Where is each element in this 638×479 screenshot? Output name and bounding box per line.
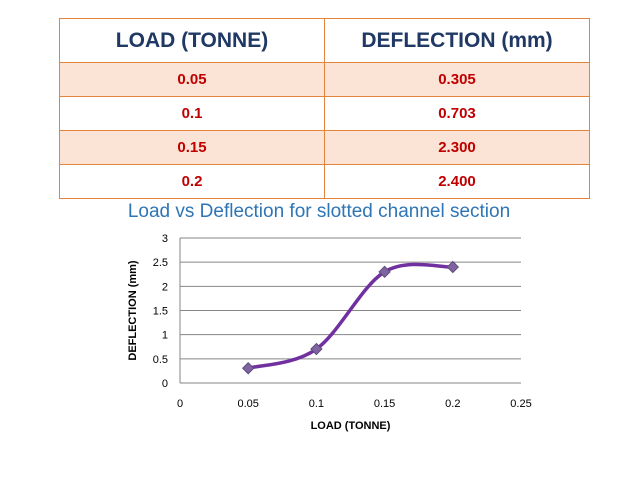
x-tick-label: 0.15 xyxy=(374,398,395,410)
y-tick-label: 0.5 xyxy=(153,354,168,366)
x-tick-label: 0.05 xyxy=(237,398,258,410)
y-tick-label: 1.5 xyxy=(153,306,168,318)
load-cell: 0.2 xyxy=(59,164,325,199)
load-cell: 0.15 xyxy=(59,130,325,165)
x-axis-label: LOAD (TONNE) xyxy=(311,420,391,432)
load-cell: 0.1 xyxy=(59,96,325,131)
chart-title: Load vs Deflection for slotted channel s… xyxy=(127,201,511,222)
y-tick-label: 1 xyxy=(162,330,168,342)
table-row: 0.15 2.300 xyxy=(59,130,590,165)
data-point xyxy=(310,342,323,356)
x-tick-label: 0.1 xyxy=(309,398,324,410)
load-cell: 0.05 xyxy=(59,62,325,97)
deflection-cell: 0.703 xyxy=(324,96,590,131)
data-point xyxy=(446,260,460,274)
data-point xyxy=(241,362,255,375)
line-chart: 0 0.5 1 1.5 2 2.5 3 0 0.05 0.1 0.15 0.2 0.25 LOAD (T… xyxy=(127,233,532,432)
y-axis-label: DEFLECTION (mm) xyxy=(127,260,139,361)
x-tick-label: 0.2 xyxy=(445,398,460,410)
deflection-cell: 2.300 xyxy=(324,130,590,165)
table-row: 0.1 0.703 xyxy=(59,96,590,131)
x-tick-label: 0 xyxy=(177,398,183,410)
y-tick-label: 3 xyxy=(162,233,168,245)
column-header-deflection: DEFLECTION (mm) xyxy=(324,18,590,63)
column-header-load: LOAD (TONNE) xyxy=(59,18,325,63)
data-point xyxy=(378,265,391,279)
y-tick-label: 2 xyxy=(162,281,168,293)
table-header-row: LOAD (TONNE) DEFLECTION (mm) xyxy=(59,18,590,63)
deflection-cell: 0.305 xyxy=(324,62,590,97)
x-tick-label: 0.25 xyxy=(510,398,531,410)
table-row: 0.2 2.400 xyxy=(59,164,590,199)
table-row: 0.05 0.305 xyxy=(59,62,590,97)
series-line xyxy=(246,262,455,371)
y-tick-label: 2.5 xyxy=(153,257,168,269)
data-table: LOAD (TONNE) DEFLECTION (mm) 0.05 0.305 … xyxy=(59,18,590,199)
y-tick-label: 0 xyxy=(162,378,168,390)
deflection-cell: 2.400 xyxy=(324,164,590,199)
